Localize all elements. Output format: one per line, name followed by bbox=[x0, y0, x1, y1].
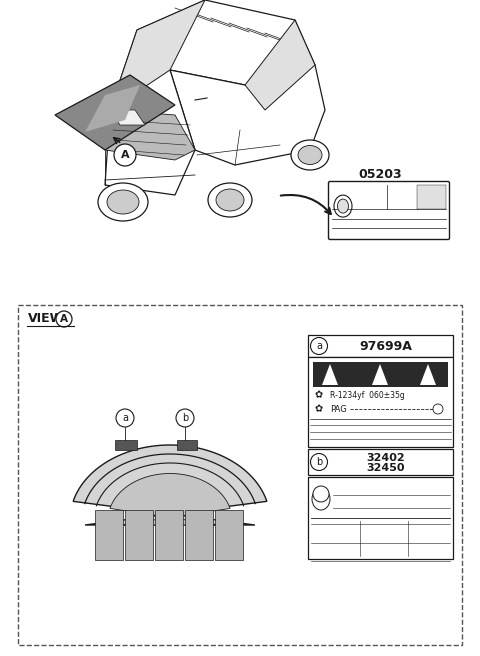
Polygon shape bbox=[170, 65, 325, 165]
Bar bbox=[308, 335, 453, 357]
Text: PAG: PAG bbox=[330, 405, 347, 413]
Polygon shape bbox=[73, 445, 267, 525]
Bar bbox=[308, 449, 453, 475]
Text: VIEW: VIEW bbox=[28, 312, 64, 325]
Text: b: b bbox=[316, 457, 322, 467]
Polygon shape bbox=[55, 75, 175, 150]
Ellipse shape bbox=[216, 189, 244, 211]
Polygon shape bbox=[105, 110, 195, 160]
Text: b: b bbox=[182, 413, 188, 423]
Ellipse shape bbox=[313, 486, 329, 502]
Polygon shape bbox=[105, 30, 195, 195]
Text: 97699A: 97699A bbox=[360, 340, 412, 352]
Text: ✿: ✿ bbox=[315, 404, 323, 414]
Bar bbox=[308, 357, 453, 447]
Circle shape bbox=[116, 409, 134, 427]
Circle shape bbox=[114, 144, 136, 166]
Bar bbox=[155, 510, 183, 560]
Bar bbox=[308, 477, 453, 559]
Circle shape bbox=[311, 453, 327, 470]
Ellipse shape bbox=[291, 140, 329, 170]
Polygon shape bbox=[110, 474, 230, 525]
Ellipse shape bbox=[208, 183, 252, 217]
Ellipse shape bbox=[312, 488, 330, 510]
Ellipse shape bbox=[298, 146, 322, 165]
Polygon shape bbox=[420, 364, 436, 385]
Text: a: a bbox=[316, 341, 322, 351]
Polygon shape bbox=[110, 110, 145, 125]
Ellipse shape bbox=[107, 190, 139, 214]
Circle shape bbox=[176, 409, 194, 427]
Text: A: A bbox=[120, 150, 129, 160]
Bar bbox=[18, 305, 462, 645]
Circle shape bbox=[311, 337, 327, 354]
Text: A: A bbox=[60, 314, 68, 324]
Bar bbox=[215, 510, 243, 560]
Ellipse shape bbox=[334, 195, 352, 217]
Text: 32450: 32450 bbox=[367, 462, 405, 473]
Text: 05203: 05203 bbox=[358, 169, 402, 182]
Polygon shape bbox=[137, 0, 315, 85]
Bar bbox=[177, 440, 197, 450]
Text: ✿: ✿ bbox=[315, 390, 323, 400]
Ellipse shape bbox=[337, 199, 348, 213]
Text: 32402: 32402 bbox=[367, 453, 405, 462]
Bar bbox=[185, 510, 213, 560]
Polygon shape bbox=[245, 20, 315, 110]
Bar bbox=[115, 440, 137, 450]
Circle shape bbox=[433, 404, 443, 414]
Polygon shape bbox=[110, 0, 205, 110]
Bar bbox=[95, 510, 123, 560]
Polygon shape bbox=[322, 364, 338, 385]
FancyBboxPatch shape bbox=[328, 182, 449, 239]
Bar bbox=[417, 185, 446, 209]
Bar bbox=[125, 510, 153, 560]
Bar bbox=[313, 362, 448, 387]
Polygon shape bbox=[85, 85, 140, 132]
Polygon shape bbox=[372, 364, 388, 385]
Text: a: a bbox=[122, 413, 128, 423]
Circle shape bbox=[56, 311, 72, 327]
Ellipse shape bbox=[98, 183, 148, 221]
Text: R-1234yf  060±35g: R-1234yf 060±35g bbox=[330, 390, 405, 400]
